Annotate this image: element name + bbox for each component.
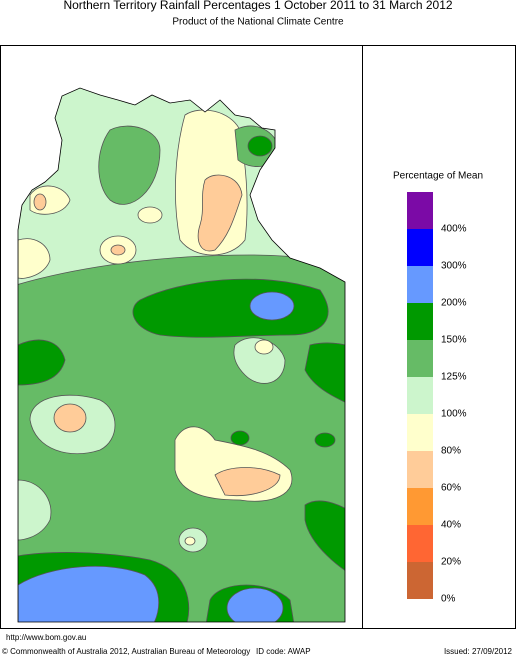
legend-label: 100% [441,409,467,420]
legend-label: 60% [441,483,461,494]
map [18,88,345,622]
legend-label: 125% [441,372,467,383]
legend-label: 80% [441,446,461,457]
title: Northern Territory Rainfall Percentages … [63,0,452,12]
legend-label: 400% [441,224,467,235]
legend-swatch [407,488,433,525]
legend: 400% 300% 200% 150% 125% 100% 80% 60% 40% 20% 0% [407,192,467,605]
url: http://www.bom.gov.au [6,633,86,642]
legend-swatch [407,340,433,377]
copyright: © Commonwealth of Australia 2012, Austra… [2,647,250,656]
legend-swatch [407,229,433,266]
subtitle: Product of the National Climate Centre [172,17,344,28]
legend-label: 200% [441,298,467,309]
legend-swatch [407,303,433,340]
legend-label: 150% [441,335,467,346]
legend-swatch [407,451,433,488]
issued: Issued: 27/09/2012 [444,647,513,656]
legend-swatch [407,266,433,303]
legend-swatch [407,525,433,562]
legend-label: 0% [441,594,456,605]
legend-swatch [407,377,433,414]
legend-swatch [407,414,433,451]
legend-label: 40% [441,520,461,531]
legend-title: Percentage of Mean [393,171,483,182]
legend-label: 300% [441,261,467,272]
id-code: ID code: AWAP [256,647,311,656]
legend-label: 20% [441,557,461,568]
legend-swatch [407,192,433,229]
legend-swatch [407,562,433,599]
coastline [17,87,346,623]
